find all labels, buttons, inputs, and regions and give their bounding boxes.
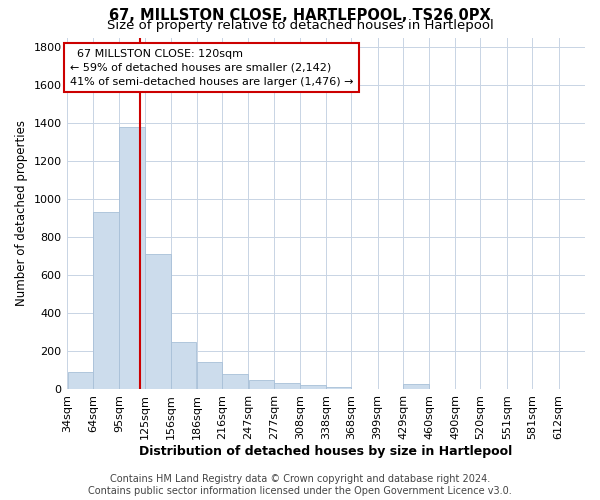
Bar: [222, 374, 248, 389]
Bar: [93, 212, 119, 389]
Y-axis label: Number of detached properties: Number of detached properties: [15, 120, 28, 306]
Bar: [403, 384, 430, 389]
Bar: [326, 387, 351, 389]
Bar: [68, 372, 93, 389]
Bar: [197, 362, 222, 389]
Text: Contains HM Land Registry data © Crown copyright and database right 2024.
Contai: Contains HM Land Registry data © Crown c…: [88, 474, 512, 496]
Bar: [119, 127, 145, 389]
Text: 67 MILLSTON CLOSE: 120sqm
← 59% of detached houses are smaller (2,142)
41% of se: 67 MILLSTON CLOSE: 120sqm ← 59% of detac…: [70, 49, 353, 87]
Text: 67, MILLSTON CLOSE, HARTLEPOOL, TS26 0PX: 67, MILLSTON CLOSE, HARTLEPOOL, TS26 0PX: [109, 8, 491, 22]
Bar: [145, 254, 171, 389]
Bar: [171, 342, 196, 389]
Bar: [248, 380, 274, 389]
Bar: [274, 384, 300, 389]
X-axis label: Distribution of detached houses by size in Hartlepool: Distribution of detached houses by size …: [139, 444, 512, 458]
Text: Size of property relative to detached houses in Hartlepool: Size of property relative to detached ho…: [107, 18, 493, 32]
Bar: [301, 385, 326, 389]
